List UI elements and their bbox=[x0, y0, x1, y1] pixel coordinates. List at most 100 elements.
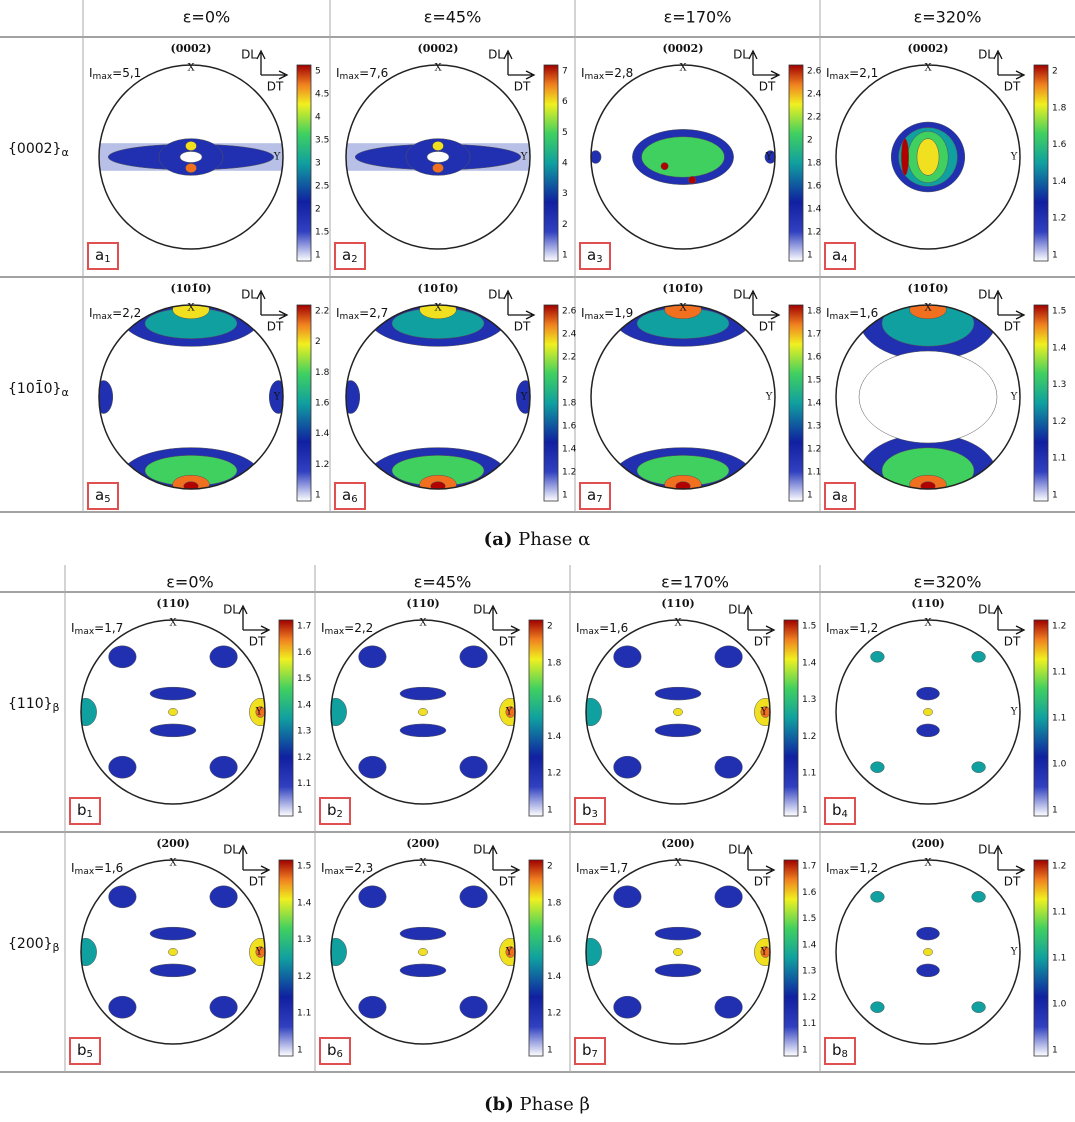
contour bbox=[432, 163, 444, 173]
contours bbox=[81, 645, 265, 779]
contour bbox=[971, 651, 986, 663]
colorbar-tick: 1.5 bbox=[802, 914, 816, 924]
colorbar bbox=[1033, 304, 1049, 502]
colorbar-tick: 1.8 bbox=[1052, 103, 1067, 113]
y-label: Y bbox=[273, 152, 281, 163]
colorbar-tick: 1.1 bbox=[1052, 668, 1066, 678]
dl-arrow bbox=[488, 844, 521, 875]
pole-circle bbox=[98, 304, 284, 490]
pole-circle bbox=[585, 859, 771, 1045]
dl-label: DL bbox=[241, 288, 257, 302]
contour bbox=[870, 761, 885, 773]
panel-tag-index: 2 bbox=[337, 809, 343, 820]
colorbar-tick: 4.5 bbox=[315, 90, 329, 100]
contour bbox=[168, 948, 178, 956]
colorbar-tick: 2 bbox=[1052, 67, 1058, 77]
caption: (a) Phase α bbox=[484, 529, 591, 550]
pole-circle bbox=[590, 304, 776, 490]
contour bbox=[916, 963, 940, 978]
imax-label: Imax=2,8 bbox=[581, 66, 633, 82]
dt-label: DT bbox=[1004, 320, 1021, 334]
pole-figure bbox=[98, 64, 284, 250]
row-label: {200}β bbox=[8, 936, 60, 954]
dl-arrow bbox=[743, 604, 776, 635]
x-label: X bbox=[187, 303, 195, 314]
imax-value: =2,7 bbox=[359, 306, 388, 320]
pole-circle bbox=[345, 304, 531, 490]
row-label-sub: β bbox=[53, 941, 60, 954]
panel-tag-box bbox=[319, 1037, 351, 1065]
imax-label: Imax=2,3 bbox=[321, 861, 373, 877]
imax-symbol: I bbox=[826, 861, 830, 875]
pole-label: (0002) bbox=[170, 42, 211, 55]
colorbar-tick: 1.3 bbox=[807, 422, 821, 432]
column-header: ε=320% bbox=[914, 573, 982, 592]
colorbar-tick: 1 bbox=[1052, 251, 1058, 261]
contours bbox=[586, 885, 770, 1019]
contour bbox=[916, 138, 940, 176]
dl-arrow bbox=[488, 604, 521, 635]
y-label: Y bbox=[255, 947, 263, 958]
contour bbox=[688, 176, 697, 184]
caption-tag: (a) bbox=[484, 529, 513, 550]
colorbar-tick: 2.6 bbox=[562, 307, 577, 317]
dl-label: DL bbox=[473, 843, 489, 857]
y-label: Y bbox=[520, 392, 528, 403]
pole-circle bbox=[80, 859, 266, 1045]
colorbar-tick: 1.2 bbox=[297, 753, 311, 763]
contour bbox=[971, 891, 986, 903]
contour bbox=[613, 645, 642, 669]
panel-tag-box bbox=[319, 797, 351, 825]
colorbar-tick: 1.5 bbox=[1052, 307, 1066, 317]
colorbar-tick: 3.5 bbox=[315, 136, 329, 146]
pole-figure bbox=[98, 304, 284, 490]
contour bbox=[209, 755, 238, 779]
dt-label: DT bbox=[1004, 635, 1021, 649]
colorbar-tick: 1 bbox=[1052, 491, 1058, 501]
pole-figure bbox=[590, 64, 776, 250]
x-label: X bbox=[187, 63, 195, 74]
imax-sub: max bbox=[585, 312, 605, 322]
panel-tag-box bbox=[824, 242, 856, 270]
imax-value: =2,2 bbox=[112, 306, 141, 320]
pole-figure bbox=[835, 304, 1021, 490]
colorbar-tick: 5 bbox=[562, 128, 568, 138]
colorbar-tick: 1.2 bbox=[315, 460, 329, 470]
colorbar-tick: 1.2 bbox=[1052, 862, 1066, 872]
panel-tag-index: 2 bbox=[351, 254, 357, 265]
x-label: X bbox=[169, 858, 177, 869]
x-label: X bbox=[434, 303, 442, 314]
panel-tag-box bbox=[69, 797, 101, 825]
colorbar-tick: 1.2 bbox=[547, 1009, 561, 1019]
colorbar bbox=[543, 304, 559, 502]
panel-tag: a8 bbox=[832, 486, 848, 506]
panel-tag: b7 bbox=[582, 1041, 598, 1061]
imax-sub: max bbox=[340, 72, 360, 82]
dt-label: DT bbox=[514, 80, 531, 94]
panel-tag: a3 bbox=[587, 246, 603, 266]
colorbar-tick: 4 bbox=[315, 113, 321, 123]
imax-sub: max bbox=[580, 627, 600, 637]
contour bbox=[870, 1001, 885, 1013]
panel-tag-letter: b bbox=[77, 1041, 87, 1059]
pole-figure bbox=[590, 304, 776, 490]
imax-label: Imax=1,7 bbox=[576, 861, 628, 877]
pole-circle bbox=[835, 859, 1021, 1045]
pole-label: (101̄0) bbox=[662, 282, 703, 295]
pole-circle bbox=[80, 619, 266, 805]
colorbar-tick: 1.4 bbox=[297, 700, 312, 710]
imax-symbol: I bbox=[89, 306, 93, 320]
imax-label: Imax=7,6 bbox=[336, 66, 388, 82]
colorbar-tick: 1.2 bbox=[1052, 214, 1066, 224]
colorbar-tick: 1.2 bbox=[1052, 417, 1066, 427]
imax-symbol: I bbox=[576, 861, 580, 875]
panel-tag: a6 bbox=[342, 486, 358, 506]
colorbar-tick: 1.6 bbox=[1052, 140, 1067, 150]
colorbar-tick: 1.7 bbox=[297, 622, 311, 632]
contour bbox=[923, 948, 933, 956]
pole-label: (101̄0) bbox=[417, 282, 458, 295]
caption-text: Phase β bbox=[519, 1094, 589, 1115]
colorbar bbox=[1033, 64, 1049, 262]
colorbar-tick: 1.2 bbox=[562, 468, 576, 478]
